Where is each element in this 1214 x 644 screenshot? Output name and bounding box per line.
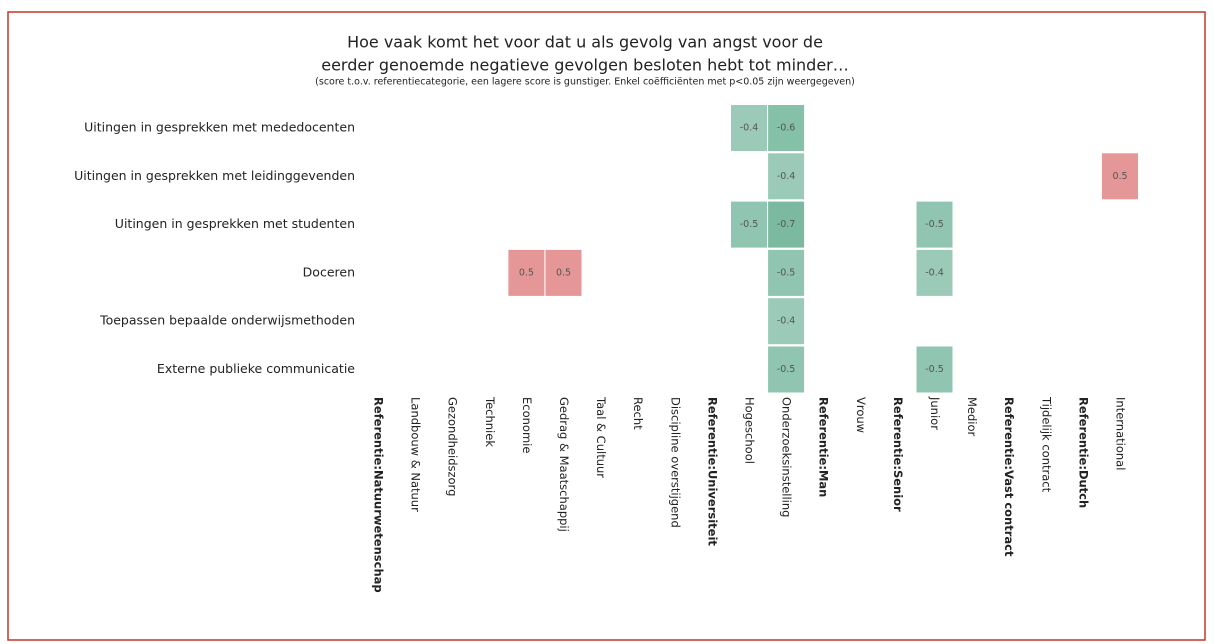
column-label: Taal & Cultuur bbox=[594, 396, 608, 478]
cell-label: -0.7 bbox=[777, 219, 796, 230]
heatmap-cell bbox=[768, 201, 805, 248]
frame bbox=[7, 11, 1206, 641]
cell-label: -0.4 bbox=[740, 123, 759, 134]
heatmap-cell bbox=[508, 249, 545, 296]
row-label: Uitingen in gesprekken met leidinggevend… bbox=[74, 168, 355, 183]
chart-title: eerder genoemde negatieve gevolgen beslo… bbox=[321, 56, 849, 75]
chart-subtitle: (score t.o.v. referentiecategorie, een l… bbox=[315, 77, 855, 88]
column-label: Junior bbox=[928, 396, 942, 430]
column-label: Techniek bbox=[483, 396, 497, 447]
column-label: Onderzoeksinstelling bbox=[780, 397, 794, 517]
row-label: Uitingen in gesprekken met studenten bbox=[115, 216, 355, 231]
row-label: Toepassen bepaalde onderwijsmethoden bbox=[99, 313, 355, 328]
cell-label: 0.5 bbox=[519, 267, 534, 278]
cell-label: -0.5 bbox=[777, 364, 796, 375]
row-label: Uitingen in gesprekken met mededocenten bbox=[84, 120, 355, 135]
heatmap-cell bbox=[768, 298, 805, 345]
column-label: Tijdelijk contract bbox=[1039, 396, 1053, 493]
heatmap-cell bbox=[1102, 153, 1138, 200]
column-label: Discipline overstijgend bbox=[668, 397, 682, 528]
heatmap-cell bbox=[768, 249, 805, 296]
cell-label: -0.5 bbox=[925, 364, 944, 375]
column-label: Medior bbox=[965, 397, 979, 437]
heatmap-cell bbox=[731, 201, 767, 248]
cell-label: -0.4 bbox=[777, 171, 796, 182]
column-label: Economie bbox=[520, 397, 534, 453]
row-label: Doceren bbox=[303, 264, 355, 279]
chart-title: Hoe vaak komt het voor dat u als gevolg … bbox=[347, 33, 823, 52]
heatmap-cell bbox=[916, 346, 953, 393]
column-label: Referentie:Man bbox=[817, 397, 831, 497]
cell-label: 0.5 bbox=[1112, 171, 1127, 182]
column-label: Referentie:Dutch bbox=[1076, 397, 1090, 508]
heatmap-cell bbox=[916, 201, 953, 248]
cell-label: 0.5 bbox=[556, 267, 571, 278]
column-label: Recht bbox=[631, 397, 645, 430]
column-label: Landbouw & Natuur bbox=[409, 397, 423, 512]
heatmap-cell bbox=[731, 105, 767, 151]
column-label: Referentie:Universiteit bbox=[705, 397, 719, 546]
cell-label: -0.6 bbox=[777, 123, 796, 134]
cell-label: -0.4 bbox=[925, 267, 944, 278]
cell-label: -0.5 bbox=[777, 267, 796, 278]
column-label: Referentie:Senior bbox=[891, 397, 905, 512]
column-label: Vrouw bbox=[854, 397, 868, 433]
column-label: Referentie:Natuurwetenschap bbox=[372, 397, 386, 593]
column-label: Gedrag & Maatschappij bbox=[557, 397, 571, 532]
heatmap-cell bbox=[768, 105, 805, 151]
row-label: Externe publieke communicatie bbox=[157, 361, 355, 376]
cell-label: -0.5 bbox=[740, 219, 759, 230]
column-label: Referentie:Vast contract bbox=[1002, 397, 1016, 557]
cell-label: -0.5 bbox=[925, 219, 944, 230]
column-label: Hogeschool bbox=[743, 397, 757, 464]
heatmap-cell bbox=[768, 153, 805, 200]
heatmap-cell bbox=[768, 346, 805, 393]
cell-label: -0.4 bbox=[777, 316, 796, 327]
column-label: Gezondheidszorg bbox=[446, 397, 460, 496]
column-label: International bbox=[1114, 397, 1128, 470]
heatmap-cell bbox=[916, 249, 953, 296]
heatmap-cell bbox=[545, 249, 582, 296]
